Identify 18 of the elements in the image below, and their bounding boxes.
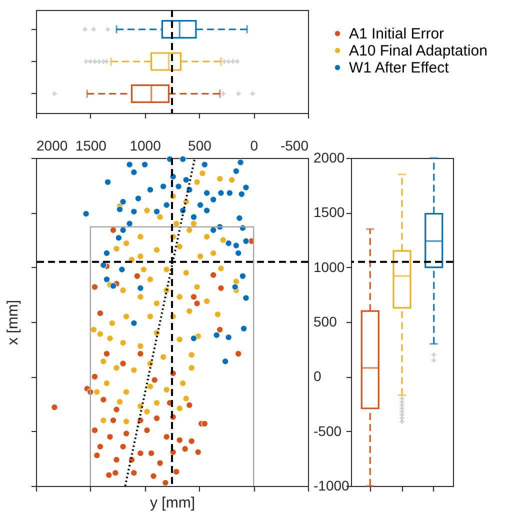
y-tick-label: 2000 (314, 150, 345, 166)
x-tick-label: 0 (250, 138, 258, 154)
y-axis-title: x [mm] (4, 300, 22, 345)
y-tick-label: 1000 (314, 258, 345, 275)
y-tick-label: -1000 (314, 478, 350, 494)
x-tick-label: 500 (188, 138, 212, 154)
x-tick-label: 1500 (75, 138, 107, 154)
y-tick-label: 500 (314, 314, 338, 330)
y-tick-label: 0 (314, 368, 322, 384)
y-tick-label: 1500 (314, 204, 345, 220)
legend-label: A10 Final Adaptation (349, 42, 488, 60)
x-tick-label: -500 (280, 138, 309, 154)
y-tick-label: -500 (314, 422, 342, 439)
x-axis-title: y [mm] (150, 494, 195, 512)
legend-label: A1 Initial Error (349, 26, 444, 42)
x-tick-label: 1000 (130, 138, 162, 154)
legend-label: W1 After Effect (349, 60, 450, 76)
x-tick-label: 2000 (36, 138, 68, 154)
